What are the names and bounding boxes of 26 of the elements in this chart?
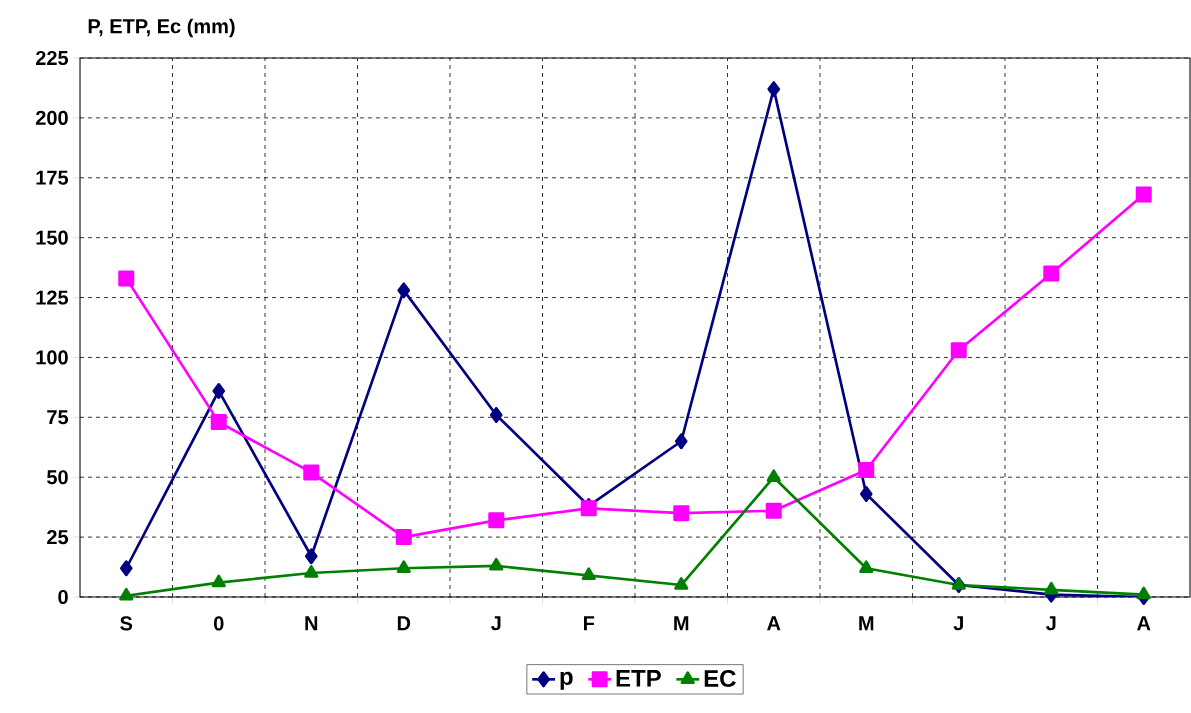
- y-tick-label: 25: [47, 530, 69, 545]
- y-tick-label: 150: [36, 230, 68, 245]
- x-tick-label: D: [397, 616, 411, 631]
- x-tick-label: J: [1045, 616, 1056, 631]
- x-tick-label: J: [490, 616, 501, 631]
- x-tick-label: S: [120, 616, 133, 631]
- y-tick-label: 50: [47, 470, 68, 485]
- x-tick-label: A: [1137, 616, 1151, 631]
- y-axis-title: P, ETP, Ec (mm): [88, 18, 235, 38]
- y-tick-label: 200: [35, 110, 68, 125]
- x-tick-label: M: [674, 616, 689, 631]
- x-tick-label: F: [583, 616, 595, 631]
- y-tick-label: 125: [36, 290, 69, 305]
- x-tick-label: 0: [213, 616, 224, 631]
- y-tick-label: 225: [35, 50, 69, 66]
- legend-label: EC: [704, 669, 736, 687]
- legend-label: p: [560, 671, 573, 690]
- x-tick-label: A: [767, 616, 781, 631]
- x-tick-label: J: [953, 616, 963, 631]
- y-tick-label: 0: [58, 589, 68, 605]
- x-tick-label: N: [305, 616, 318, 631]
- legend-label: ETP: [616, 670, 661, 687]
- y-tick-label: 175: [36, 170, 69, 185]
- y-tick-label: 100: [36, 350, 68, 365]
- y-tick-label: 75: [47, 410, 69, 425]
- x-tick-label: M: [859, 616, 874, 631]
